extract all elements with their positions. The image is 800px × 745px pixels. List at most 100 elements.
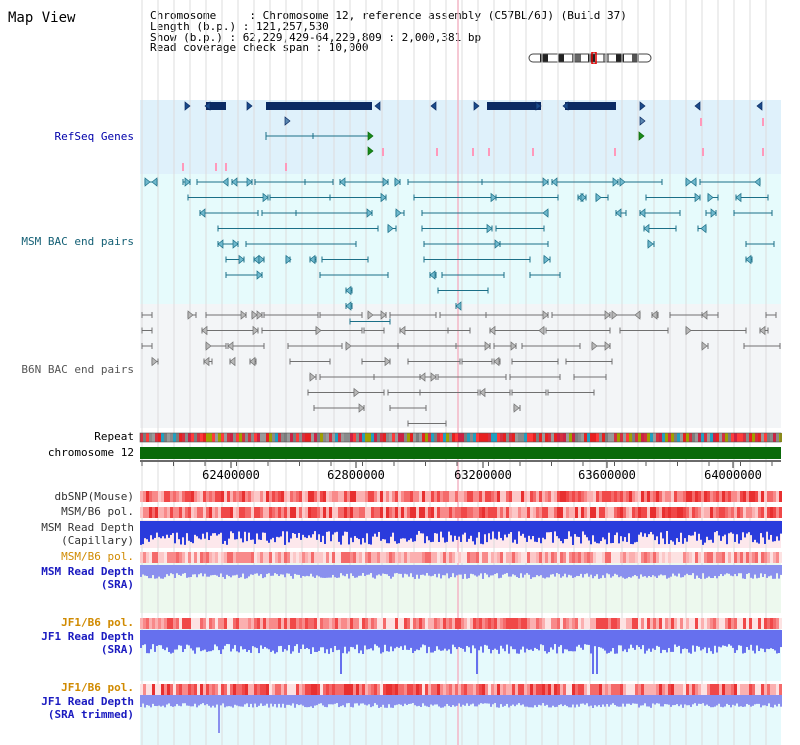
msm-pair-marker	[615, 208, 622, 218]
capillary-depth-bar	[248, 521, 250, 533]
repeat-element	[140, 433, 143, 442]
msm-pol-cell	[464, 507, 467, 518]
msm-sra-depth-bar	[342, 565, 344, 576]
dbsnp-cell	[419, 491, 422, 502]
repeat-element	[353, 433, 356, 442]
jf1-pol-cell	[461, 618, 464, 629]
dbsnp-cell	[266, 491, 269, 502]
msm-pol-cell	[311, 507, 314, 518]
jf1-trim-depth-bar	[556, 695, 558, 707]
msm-sra-depth-bar	[256, 565, 258, 574]
jf1-sra-depth-bar	[648, 630, 650, 649]
msm-sra-depth-bar	[642, 565, 644, 577]
msm-pol2-cell	[146, 552, 149, 563]
jf1-sra-depth-bar	[214, 630, 216, 645]
dbsnp-cell	[242, 491, 245, 502]
jf1-pol-cell	[608, 618, 611, 629]
jf1-sra-depth-bar	[312, 630, 314, 648]
jf1-pol-cell	[260, 618, 263, 629]
jf1-trim-depth-bar	[492, 695, 494, 705]
capillary-depth-bar	[578, 521, 580, 537]
repeat-element	[245, 433, 248, 442]
msm-sra-depth-bar	[564, 565, 566, 574]
capillary-depth-bar	[250, 521, 252, 540]
repeat-element	[602, 433, 605, 442]
dbsnp-cell	[314, 491, 317, 502]
jf1-trim-depth-bar	[170, 695, 172, 707]
msm-pol2-cell	[203, 552, 206, 563]
msm-pol-cell	[632, 507, 635, 518]
msm-pair-marker	[455, 301, 462, 311]
jf1-sra-depth-bar	[190, 630, 192, 649]
msm-pol2-cell	[629, 552, 632, 563]
jf1-trim-depth-bar	[674, 695, 676, 706]
jf1-sra-depth-bar	[480, 630, 482, 647]
jf1-pol2-cell	[404, 684, 407, 695]
jf1-pol2-cell	[656, 684, 659, 695]
repeat-element	[740, 433, 743, 442]
jf1-trim-depth-bar	[288, 695, 290, 705]
msm-pol2-cell	[563, 552, 566, 563]
capillary-depth-bar	[420, 521, 422, 534]
jf1-pol2-cell	[758, 684, 761, 695]
dbsnp-cell	[776, 491, 779, 502]
repeat-element	[764, 433, 767, 442]
msm-sra-depth-bar	[558, 565, 560, 575]
msm-pol2-cell	[770, 552, 773, 563]
jf1-trim-depth-bar	[256, 695, 258, 708]
jf1-sra-depth-bar	[544, 630, 546, 652]
msm-pol2-cell	[257, 552, 260, 563]
msm-pol2-cell	[296, 552, 299, 563]
repeat-element	[296, 433, 299, 442]
capillary-depth-bar	[626, 521, 628, 542]
capillary-depth-bar	[234, 521, 236, 540]
dbsnp-cell	[248, 491, 251, 502]
jf1-trim-depth-bar	[778, 695, 780, 704]
msm-sra-depth-bar	[244, 565, 246, 579]
jf1-sra-depth-bar	[662, 630, 664, 650]
jf1-sra-depth-bar	[554, 630, 556, 645]
msm-sra-depth-bar	[754, 565, 756, 575]
capillary-depth-bar	[348, 521, 350, 545]
capillary-depth-bar	[206, 521, 208, 533]
jf1-sra-depth-bar	[322, 630, 324, 648]
repeat-element	[497, 433, 500, 442]
jf1-trim-depth-bar	[334, 695, 336, 704]
jf1-pol2-cell	[230, 684, 233, 695]
msm-sra-depth-bar	[646, 565, 648, 578]
capillary-depth-bar	[338, 521, 340, 542]
repeat-element	[197, 433, 200, 442]
jf1-pol2-cell	[527, 684, 530, 695]
jf1-trim-depth-bar	[374, 695, 376, 704]
capillary-depth-bar	[244, 521, 246, 532]
repeat-element	[386, 433, 389, 442]
dbsnp-cell	[557, 491, 560, 502]
refseq-feature	[700, 118, 702, 126]
jf1-sra-depth-bar	[376, 630, 378, 646]
b6n-pair-marker	[353, 387, 360, 398]
capillary-depth-bar	[334, 521, 336, 533]
repeat-element	[482, 433, 485, 442]
capillary-depth-bar	[142, 521, 144, 545]
msm-sra-depth-bar	[676, 565, 678, 577]
repeat-element	[686, 433, 689, 442]
msm-pol2-cell	[578, 552, 581, 563]
capillary-depth-bar	[472, 521, 474, 542]
jf1-sra-depth-bar	[724, 630, 726, 646]
refseq-feature	[182, 163, 184, 171]
msm-sra-depth-bar	[726, 565, 728, 574]
jf1-trim-depth-bar	[246, 695, 248, 704]
jf1-pol-cell	[545, 618, 548, 629]
msm-pol2-cell	[572, 552, 575, 563]
jf1-pol-cell	[209, 618, 212, 629]
jf1-pol-cell	[770, 618, 773, 629]
msm-pol-cell	[215, 507, 218, 518]
jf1-sra-depth-bar	[424, 630, 426, 646]
capillary-depth-bar	[192, 521, 194, 544]
jf1-pol-cell	[536, 618, 539, 629]
jf1-sra-depth-bar	[266, 630, 268, 649]
msm-sra-depth-bar	[732, 565, 734, 577]
capillary-depth-bar	[716, 521, 718, 532]
jf1-pol-cell	[281, 618, 284, 629]
